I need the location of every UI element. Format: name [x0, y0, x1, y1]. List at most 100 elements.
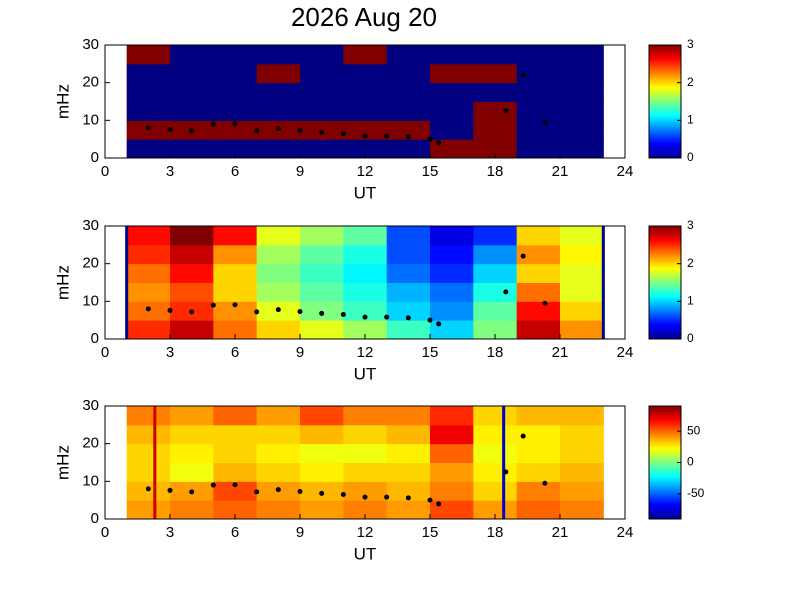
heatmap-cell: [300, 406, 344, 426]
heatmap-cell: [560, 139, 604, 159]
heatmap-cell: [343, 82, 388, 102]
heatmap-cell: [126, 263, 171, 283]
ridge-point: [503, 108, 509, 114]
heatmap-cell: [473, 63, 518, 84]
heatmap-cell: [170, 406, 214, 426]
heatmap-cell: [256, 45, 301, 65]
ridge-point: [297, 489, 303, 495]
x-tick-label: 18: [487, 344, 504, 361]
heatmap-cell: [213, 282, 258, 302]
heatmap-cell: [560, 63, 604, 84]
heatmap-cell: [343, 244, 388, 265]
heatmap-cell: [430, 101, 474, 121]
heatmap-cell: [213, 406, 258, 426]
x-tick-label: 6: [231, 163, 239, 180]
ridge-point: [340, 312, 346, 318]
heatmap-cell: [213, 481, 258, 501]
ridge-point: [405, 315, 411, 321]
heatmap-cell: [473, 226, 518, 246]
y-tick-label: 20: [82, 74, 99, 91]
heatmap-cell: [126, 244, 171, 265]
heatmap-cell: [473, 481, 518, 501]
heatmap-cell: [473, 443, 518, 463]
ridge-point: [210, 302, 216, 308]
ridge-point: [362, 494, 368, 500]
heatmap-cell: [560, 301, 604, 321]
heatmap-cell: [300, 320, 344, 340]
heatmap-cell: [386, 120, 431, 140]
heatmap-cell: [256, 226, 301, 246]
colorbar-tick-label: 0: [687, 455, 694, 469]
x-tick-label: 12: [357, 163, 374, 180]
heatmap-cell: [516, 481, 561, 501]
heatmap-cell: [126, 101, 171, 121]
heatmap-cell: [430, 443, 474, 463]
heatmap-cell: [213, 244, 258, 265]
heatmap-cell: [516, 424, 561, 445]
colorbar: [648, 405, 682, 520]
heatmap-cell: [256, 282, 301, 302]
ridge-point: [362, 133, 368, 139]
heatmap-cell: [386, 462, 431, 482]
heatmap-cell: [126, 424, 171, 445]
heatmap-cell: [343, 120, 388, 140]
heatmap-cell: [213, 63, 258, 84]
heatmap-cell: [560, 82, 604, 102]
heatmap-cell: [386, 82, 431, 102]
x-tick-label: 3: [166, 524, 174, 541]
ridge-point: [319, 129, 325, 135]
y-tick-label: 0: [91, 510, 99, 527]
heatmap-cell: [213, 301, 258, 321]
ridge-point: [167, 126, 173, 132]
heatmap-cell: [516, 320, 561, 340]
ridge-point: [297, 128, 303, 134]
ridge-point: [210, 121, 216, 127]
heatmap-cell: [170, 320, 214, 340]
heatmap-cell: [126, 226, 171, 246]
heatmap-cell: [343, 45, 388, 65]
y-tick-label: 10: [82, 111, 99, 128]
heatmap-cell: [386, 424, 431, 445]
heatmap-cell: [343, 424, 388, 445]
ridge-point: [232, 482, 238, 488]
ridge-point: [254, 309, 260, 315]
colorbar-tick-label: 0: [687, 331, 694, 345]
heatmap-cell: [560, 120, 604, 140]
heatmap-cell: [430, 226, 474, 246]
heatmap-cell: [343, 481, 388, 501]
x-tick-label: 3: [166, 344, 174, 361]
ridge-point: [436, 501, 442, 507]
heatmap-cell: [170, 282, 214, 302]
x-tick-label: 6: [231, 344, 239, 361]
ridge-point: [319, 310, 325, 316]
heatmap-cell: [473, 320, 518, 340]
ridge-point: [189, 489, 195, 495]
heatmap-cell: [213, 45, 258, 65]
heatmap-cell: [516, 244, 561, 265]
x-axis-label: UT: [354, 183, 377, 202]
chart-title: 2026 Aug 20: [291, 2, 437, 32]
heatmap-cell: [126, 63, 171, 84]
heatmap-cell: [430, 320, 474, 340]
heatmap-cell: [256, 263, 301, 283]
y-tick-label: 30: [82, 36, 99, 53]
colorbar: [648, 44, 682, 159]
ridge-point: [340, 131, 346, 137]
heatmap-cell: [386, 263, 431, 283]
heatmap-cell: [170, 500, 214, 520]
heatmap-cell: [430, 139, 474, 159]
heatmap-cell: [343, 101, 388, 121]
heatmap-cell: [560, 481, 604, 501]
x-tick-label: 12: [357, 524, 374, 541]
ridge-point: [436, 321, 442, 327]
heatmap-cell: [516, 120, 561, 140]
ridge-point: [427, 317, 433, 323]
ridge-point: [384, 314, 390, 320]
heatmap-cell: [386, 320, 431, 340]
heatmap-cell: [560, 263, 604, 283]
ridge-point: [167, 487, 173, 493]
heatmap-cell: [300, 424, 344, 445]
y-tick-label: 20: [82, 255, 99, 272]
heatmap-cell: [256, 320, 301, 340]
heatmap-cell: [343, 443, 388, 463]
